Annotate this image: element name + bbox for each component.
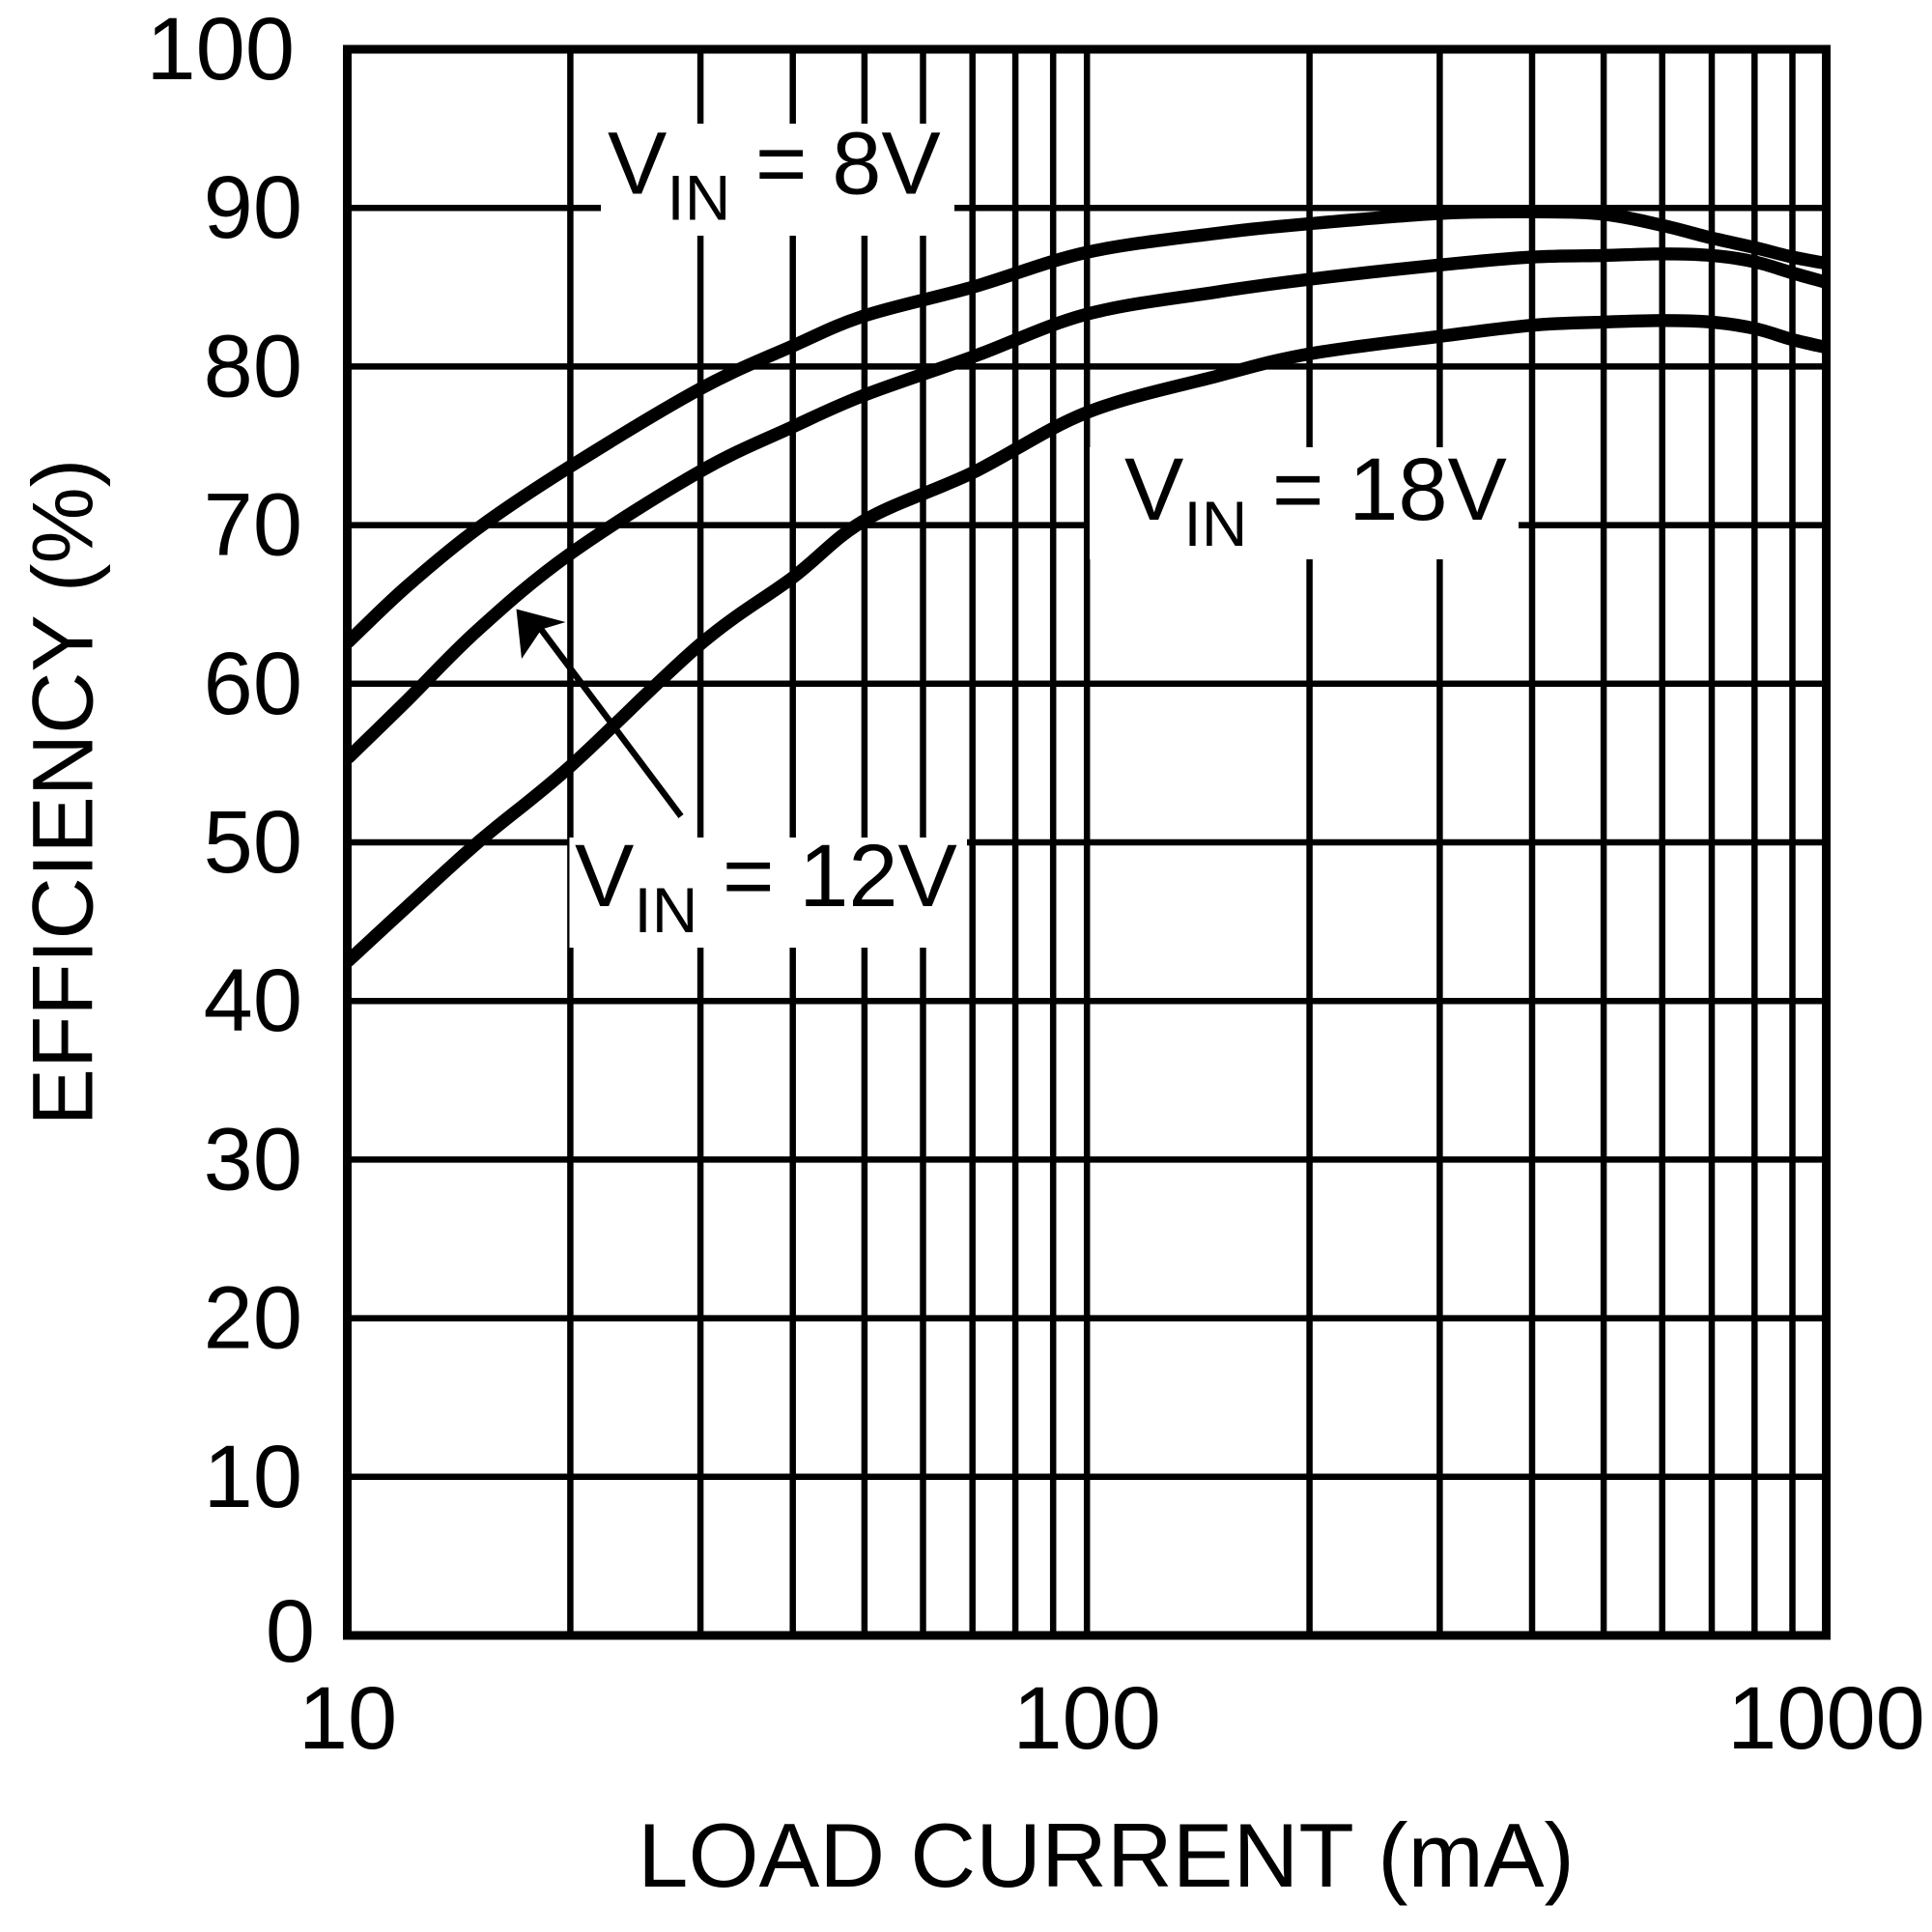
svg-text:20: 20 [204, 1269, 302, 1368]
svg-text:50: 50 [204, 793, 302, 892]
svg-text:100: 100 [1012, 1669, 1161, 1768]
svg-text:100: 100 [147, 0, 296, 99]
svg-text:10: 10 [298, 1669, 397, 1768]
svg-text:1000: 1000 [1727, 1669, 1925, 1768]
svg-text:10: 10 [204, 1428, 302, 1526]
svg-text:0: 0 [266, 1582, 315, 1681]
svg-text:30: 30 [204, 1110, 302, 1208]
svg-text:EFFICIENCY (%): EFFICIENCY (%) [14, 459, 111, 1126]
svg-text:40: 40 [204, 952, 302, 1050]
svg-text:LOAD CURRENT (mA): LOAD CURRENT (mA) [638, 1804, 1575, 1906]
svg-text:70: 70 [204, 476, 302, 575]
svg-text:90: 90 [204, 158, 302, 257]
svg-text:60: 60 [204, 635, 302, 733]
svg-text:80: 80 [204, 317, 302, 415]
